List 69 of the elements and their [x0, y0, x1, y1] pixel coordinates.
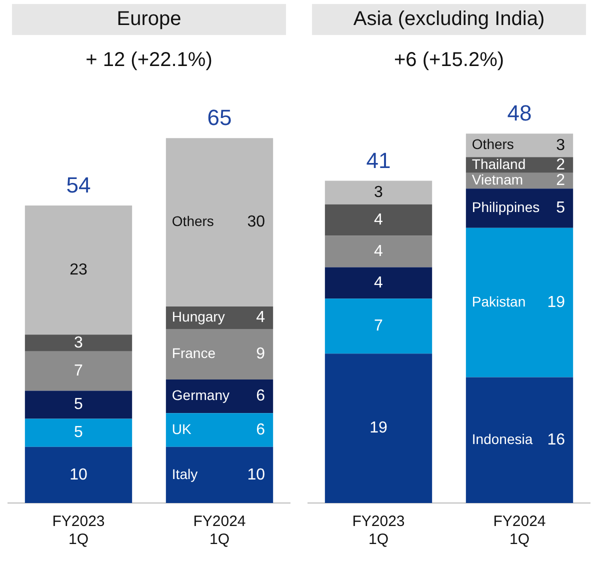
bar [24, 351, 132, 391]
chart-subtitle: + 12 (+22.1%) [84, 49, 214, 72]
series-label: France [172, 345, 216, 362]
bar [324, 236, 432, 268]
x-tick-label: FY2024 1Q [193, 513, 246, 548]
total-label: 54 [66, 172, 91, 198]
bar [24, 390, 132, 419]
bar [324, 267, 432, 299]
bar [324, 298, 432, 354]
data-label: 10 [247, 466, 266, 484]
data-label: 30 [247, 214, 266, 231]
x-tick-label: FY2024 1Q [493, 513, 546, 548]
series-label: Pakistan [472, 293, 526, 310]
chart-title: Europe [12, 4, 286, 35]
series-label: Germany [172, 387, 230, 404]
series-label: Indonesia [472, 430, 533, 447]
total-label: 41 [366, 148, 391, 173]
data-label: 6 [256, 421, 266, 438]
bar [324, 204, 432, 236]
bar [24, 334, 132, 352]
data-label: 7 [374, 318, 384, 335]
bar [166, 446, 274, 503]
series-label: Others [172, 213, 214, 230]
data-label: 4 [374, 242, 384, 260]
data-label: 4 [374, 274, 384, 292]
series-label: Thailand [472, 156, 526, 172]
data-label: 3 [556, 136, 566, 154]
data-label: 5 [556, 200, 566, 217]
data-label: 4 [374, 211, 384, 228]
data-label: 4 [256, 309, 266, 326]
x-tick-label: FY2023 1Q [52, 513, 105, 548]
bar [24, 205, 132, 335]
bar [324, 180, 432, 204]
data-label: 23 [70, 261, 88, 278]
total-label: 65 [207, 105, 232, 130]
bar [166, 138, 274, 306]
data-label: 3 [374, 184, 384, 201]
data-label: 16 [547, 432, 566, 449]
bar [466, 377, 574, 503]
x-tick-label: FY2023 1Q [352, 513, 405, 548]
chart-title: Asia (excluding India) [312, 4, 586, 35]
series-label: UK [172, 420, 192, 437]
bar [24, 446, 132, 503]
bar [466, 228, 574, 378]
series-label: Vietnam [472, 172, 524, 188]
series-label: Others [472, 136, 514, 152]
data-label: 5 [74, 424, 84, 442]
data-label: 19 [547, 294, 566, 311]
bar [166, 413, 274, 447]
data-label: 10 [70, 466, 88, 484]
data-label: 3 [74, 334, 84, 352]
data-label: 19 [370, 420, 388, 437]
total-label: 48 [507, 100, 532, 126]
series-label: Philippines [472, 199, 540, 216]
data-label: 7 [74, 362, 84, 380]
bar [324, 354, 432, 503]
bar [24, 418, 132, 447]
chart-subtitle: +6 (+15.2%) [392, 49, 506, 72]
data-label: 5 [74, 396, 84, 414]
series-label: Hungary [172, 308, 225, 325]
data-label: 6 [256, 388, 266, 405]
data-label: 9 [256, 346, 266, 363]
bar [466, 188, 574, 228]
series-label: Italy [172, 466, 198, 482]
bar [466, 134, 574, 158]
bar [166, 328, 274, 380]
bar [166, 379, 274, 414]
data-label: 2 [556, 156, 566, 174]
data-label: 2 [556, 172, 566, 190]
